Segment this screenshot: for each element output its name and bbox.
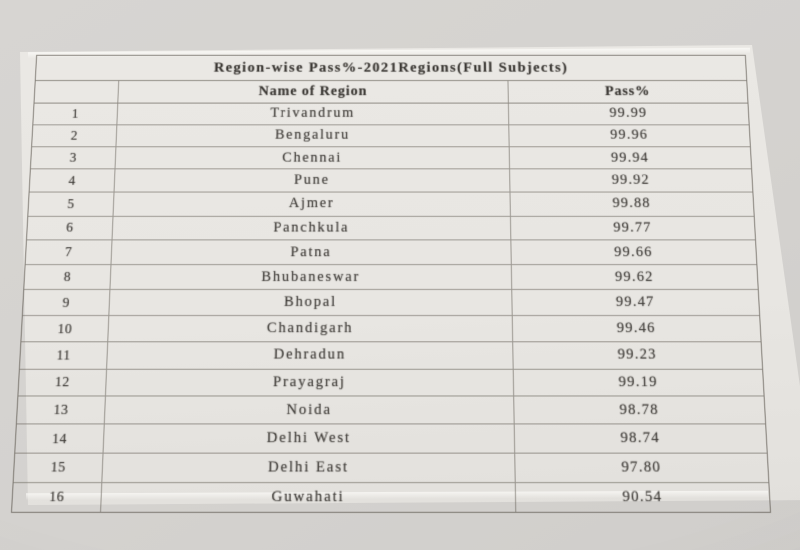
serial-cell: 12 bbox=[18, 369, 107, 396]
region-cell: Trivandrum bbox=[117, 103, 509, 125]
table-row: 3 Chennai 99.94 bbox=[30, 147, 752, 170]
table-row: 7 Patna 99.66 bbox=[25, 240, 757, 266]
region-cell: Pune bbox=[114, 169, 511, 192]
table-header-row: Name of Region Pass% bbox=[34, 80, 748, 104]
region-cell: Guwahati bbox=[100, 482, 516, 512]
pass-cell: 99.96 bbox=[609, 127, 649, 143]
table-row: 14 Delhi West 98.74 bbox=[15, 424, 767, 454]
table-row: 10 Chandigarh 99.46 bbox=[21, 316, 761, 343]
region-cell: Prayagraj bbox=[105, 369, 514, 396]
table-row: 13 Noida 98.78 bbox=[16, 396, 766, 425]
table-row: 4 Pune 99.92 bbox=[29, 169, 753, 193]
serial-cell: 8 bbox=[24, 265, 112, 290]
pass-cell: 98.74 bbox=[620, 429, 661, 447]
pass-cell: 97.80 bbox=[621, 458, 662, 476]
serial-cell: 3 bbox=[30, 147, 117, 169]
table-row: 11 Dehradun 99.23 bbox=[19, 342, 763, 370]
pass-cell: 99.94 bbox=[610, 149, 650, 166]
table-body: 1 Trivandrum 99.99 2 Bengaluru 99.96 3 Chennai 9… bbox=[12, 103, 770, 512]
table-row: 5 Ajmer 99.88 bbox=[28, 192, 754, 217]
serial-cell: 9 bbox=[22, 290, 111, 316]
region-cell: Chandigarh bbox=[108, 316, 513, 342]
pass-cell: 99.88 bbox=[612, 195, 652, 212]
serial-cell: 11 bbox=[19, 342, 109, 369]
serial-cell: 2 bbox=[32, 125, 118, 147]
serial-cell: 10 bbox=[21, 316, 110, 342]
table-row: 12 Prayagraj 99.19 bbox=[18, 369, 764, 397]
table-row: 2 Bengaluru 99.96 bbox=[32, 125, 750, 148]
serial-cell: 5 bbox=[28, 192, 115, 216]
region-cell: Bhopal bbox=[109, 290, 513, 316]
pass-cell: 99.47 bbox=[615, 294, 655, 311]
region-cell: Delhi West bbox=[103, 424, 515, 453]
table-row: 8 Bhubaneswar 99.62 bbox=[24, 265, 758, 291]
serial-cell: 7 bbox=[25, 240, 113, 265]
header-pass-cell: Pass% bbox=[604, 83, 651, 99]
pass-cell: 99.62 bbox=[614, 268, 654, 285]
pass-cell: 99.46 bbox=[616, 320, 656, 337]
serial-cell: 1 bbox=[33, 103, 119, 125]
table-row: 15 Delhi East 97.80 bbox=[13, 453, 769, 483]
region-cell: Chennai bbox=[115, 147, 510, 169]
pass-cell: 99.19 bbox=[618, 373, 659, 391]
serial-cell: 4 bbox=[29, 169, 116, 192]
pass-cell: 90.54 bbox=[622, 488, 663, 506]
table-row: 9 Bhopal 99.47 bbox=[22, 290, 760, 317]
region-cell: Panchkula bbox=[112, 216, 511, 240]
table-row: 16 Guwahati 90.54 bbox=[12, 482, 770, 512]
region-cell: Dehradun bbox=[107, 342, 514, 369]
region-cell: Bengaluru bbox=[116, 125, 510, 147]
table-row: 6 Panchkula 99.77 bbox=[26, 216, 756, 241]
pass-cell: 99.66 bbox=[613, 243, 653, 260]
serial-cell: 13 bbox=[16, 396, 106, 424]
pass-cell: 99.99 bbox=[609, 105, 648, 121]
table-row: 1 Trivandrum 99.99 bbox=[33, 103, 749, 126]
pass-cell: 99.92 bbox=[611, 172, 651, 189]
table-title-row: Region-wise Pass%-2021Regions(Full Subje… bbox=[35, 55, 747, 81]
results-table: Region-wise Pass%-2021Regions(Full Subje… bbox=[10, 54, 772, 513]
serial-cell: 16 bbox=[12, 482, 103, 512]
header-serial-cell bbox=[34, 80, 120, 103]
serial-cell: 14 bbox=[15, 424, 105, 453]
table-title: Region-wise Pass%-2021Regions(Full Subje… bbox=[213, 59, 569, 75]
pass-cell: 98.78 bbox=[619, 401, 660, 419]
pass-cell: 99.23 bbox=[617, 346, 658, 363]
region-cell: Bhubaneswar bbox=[110, 265, 512, 290]
serial-cell: 15 bbox=[13, 453, 104, 482]
region-cell: Ajmer bbox=[113, 192, 511, 216]
region-cell: Patna bbox=[111, 240, 512, 265]
header-name-cell: Name of Region bbox=[118, 80, 509, 103]
serial-cell: 6 bbox=[26, 216, 114, 240]
pass-cell: 99.77 bbox=[613, 219, 652, 236]
region-cell: Noida bbox=[104, 396, 515, 424]
region-cell: Delhi East bbox=[102, 453, 516, 482]
